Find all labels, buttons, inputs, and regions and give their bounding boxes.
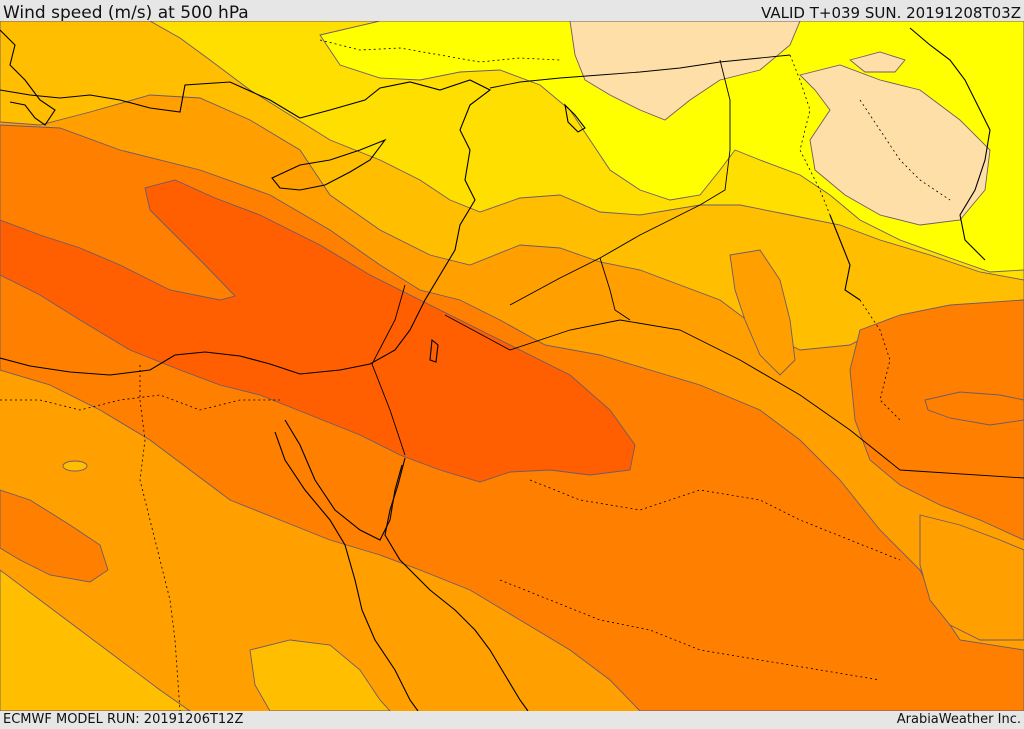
band-orange-light-se (919, 514, 1024, 641)
coastline-turkey (0, 81, 301, 119)
coastline-red-sea-east (384, 457, 529, 711)
border-saudi-yemen-dot (499, 579, 881, 681)
border-syria-iraq (509, 59, 731, 306)
border-libya-egypt-dot (139, 365, 181, 711)
band-amber-south (249, 639, 391, 711)
header-bar (0, 0, 1024, 21)
border-egypt-israel (371, 284, 406, 456)
band-bisque-east (799, 64, 991, 226)
band-orange-dark-core (0, 179, 636, 483)
band-bisque-small (849, 51, 906, 73)
map-title: Wind speed (m/s) at 500 hPa (3, 3, 249, 23)
border-egypt-sudan-dot (0, 394, 280, 411)
coastline-red-sea-west (274, 431, 419, 711)
band-orange-dark-east (924, 391, 1024, 426)
credit-text: ArabiaWeather Inc. (896, 712, 1021, 727)
valid-time: VALID T+039 SUN. 20191208T03Z (761, 4, 1021, 22)
coastline-lake-van (564, 103, 586, 133)
weather-map (0, 21, 1024, 711)
band-amber-southwest (0, 569, 191, 711)
coastline-aegean (0, 29, 56, 126)
footer-bar (0, 711, 1024, 729)
coastline-caspian (909, 27, 991, 261)
border-jordan-saudi (444, 314, 1024, 479)
coastline-cyprus (271, 138, 387, 191)
border-turkey-syria (489, 54, 791, 89)
coastline-mediterranean-south (0, 79, 492, 376)
border-turkey-internal-dot (319, 39, 561, 63)
band-orange-southwest (0, 489, 109, 583)
coastline-dead-sea (429, 338, 439, 363)
border-jordan-iraq (599, 257, 631, 321)
coastline-gulf-suez (284, 419, 403, 541)
band-orange-east (849, 299, 1024, 541)
model-run: ECMWF MODEL RUN: 20191206T12Z (3, 712, 244, 727)
band-amber-blob (62, 460, 88, 472)
band-orange-light-east (729, 249, 796, 376)
coastline-persian-gulf (829, 214, 861, 301)
